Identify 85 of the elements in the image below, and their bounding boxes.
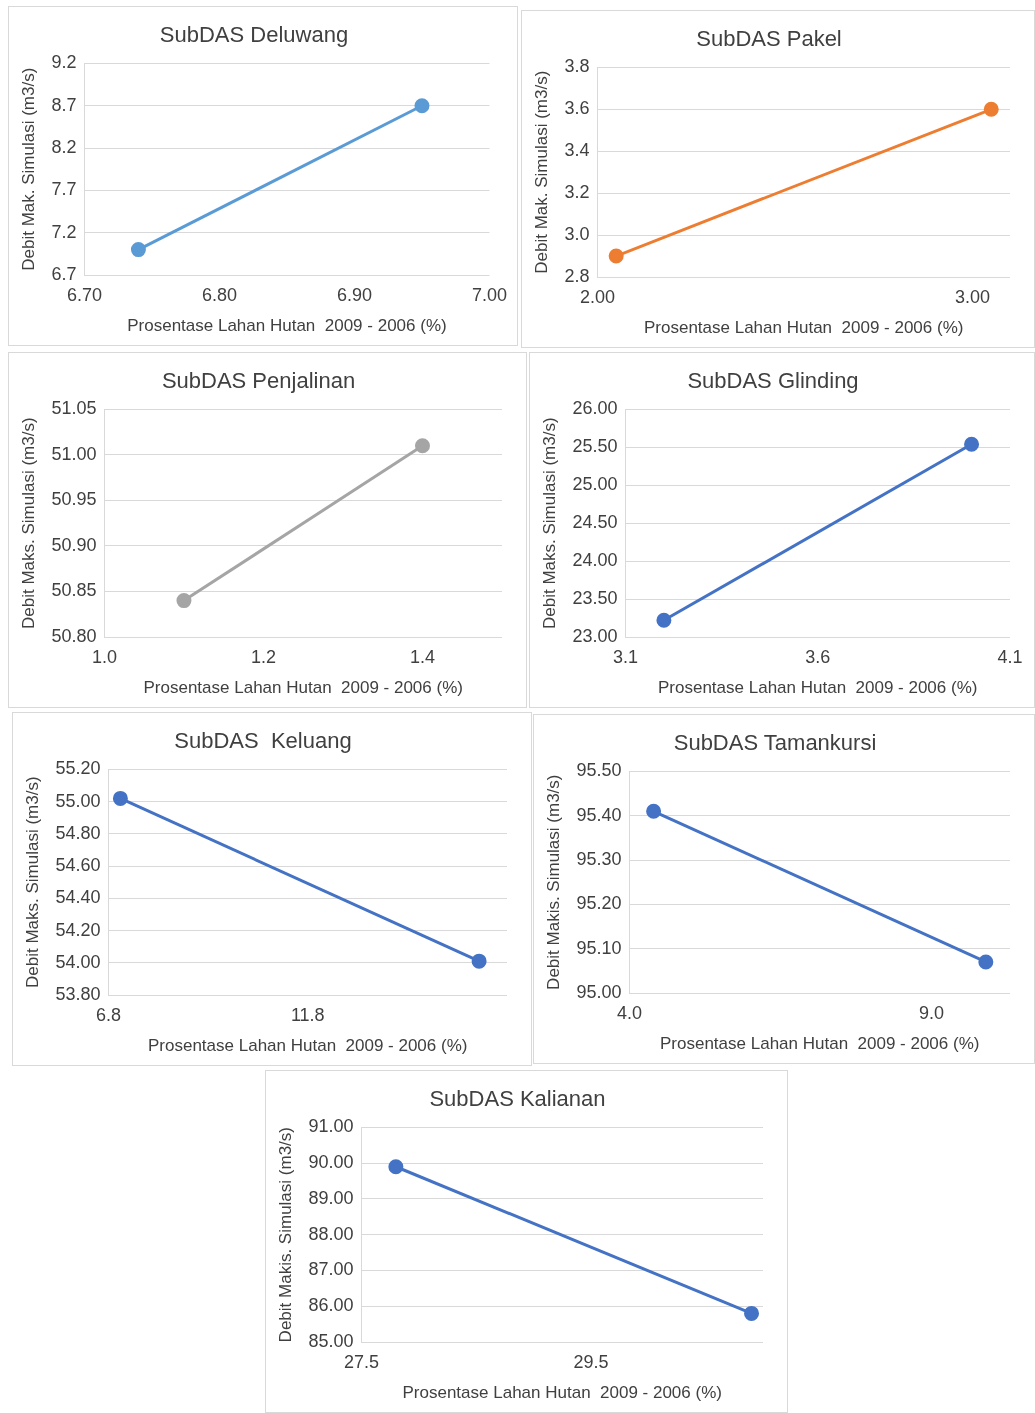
chart-title: SubDAS Pakel	[696, 26, 842, 52]
x-tick-label: 4.1	[997, 646, 1023, 667]
y-tick-label: 95.30	[576, 849, 622, 870]
y-tick-label: 7.2	[51, 221, 77, 242]
y-tick-label: 54.60	[55, 855, 101, 876]
y-tick-label: 23.00	[572, 625, 618, 646]
chart-title: SubDAS Glinding	[687, 368, 859, 394]
y-axis-title: Debit Mak. Simulasi (m3/s)	[18, 67, 38, 271]
y-tick-label: 23.50	[572, 588, 618, 609]
x-tick-label: 1.2	[250, 646, 276, 667]
y-tick-label: 3.2	[564, 182, 590, 203]
y-axis-title: Debit Mak. Simulasi (m3/s)	[531, 70, 551, 274]
y-axis-title: Debit Maks. Simulasi (m3/s)	[539, 417, 559, 629]
y-axis-title: Debit Makis. Simulasi (m3/s)	[543, 774, 563, 990]
x-tick-label: 4.0	[616, 1002, 642, 1023]
y-tick-label: 3.0	[564, 224, 590, 245]
chart-title: SubDAS Keluang	[174, 728, 352, 754]
y-tick-label: 91.00	[308, 1116, 354, 1137]
y-tick-label: 90.00	[308, 1152, 354, 1173]
y-tick-label: 3.6	[564, 98, 590, 119]
y-tick-label: 51.00	[51, 443, 97, 464]
x-axis-title: Prosentase Lahan Hutan 2009 - 2006 (%)	[148, 1036, 468, 1056]
y-tick-label: 9.2	[51, 52, 77, 73]
y-tick-label: 25.50	[572, 436, 618, 457]
x-tick-label: 2.00	[579, 286, 615, 307]
y-tick-label: 55.00	[55, 790, 101, 811]
x-axis-title: Prosentase Lahan Hutan 2009 - 2006 (%)	[658, 678, 978, 698]
x-tick-label: 3.1	[612, 646, 638, 667]
y-tick-label: 24.00	[572, 550, 618, 571]
y-tick-label: 54.00	[55, 951, 101, 972]
y-tick-label: 8.2	[51, 137, 77, 158]
x-tick-label: 1.4	[409, 646, 435, 667]
chart-title: SubDAS Tamankursi	[673, 730, 877, 756]
y-axis-title: Debit Makis. Simulasi (m3/s)	[275, 1127, 295, 1343]
y-tick-label: 95.20	[576, 893, 622, 914]
y-tick-label: 3.4	[564, 140, 590, 161]
x-tick-label: 9.0	[918, 1002, 944, 1023]
y-tick-label: 8.7	[51, 94, 77, 115]
x-axis-title: Prosentase Lahan Hutan 2009 - 2006 (%)	[143, 678, 463, 698]
y-tick-label: 86.00	[308, 1295, 354, 1316]
y-tick-label: 85.00	[308, 1330, 354, 1351]
y-axis-title: Debit Maks. Simulasi (m3/s)	[18, 417, 38, 629]
y-tick-label: 89.00	[308, 1187, 354, 1208]
y-tick-label: 3.8	[564, 56, 590, 77]
y-tick-label: 54.80	[55, 822, 101, 843]
x-tick-label: 27.5	[343, 1351, 379, 1372]
x-tick-label: 29.5	[573, 1351, 609, 1372]
y-tick-label: 87.00	[308, 1259, 354, 1280]
y-tick-label: 50.80	[51, 625, 97, 646]
y-tick-label: 24.50	[572, 512, 618, 533]
x-tick-label: 11.8	[290, 1004, 325, 1025]
chart-title: SubDAS Penjalinan	[161, 368, 356, 394]
x-tick-label: 6.8	[95, 1004, 121, 1025]
y-tick-label: 25.00	[572, 474, 618, 495]
chart-title: SubDAS Kalianan	[429, 1086, 606, 1112]
y-tick-label: 95.10	[576, 937, 622, 958]
y-tick-label: 50.85	[51, 580, 97, 601]
y-tick-label: 95.00	[576, 981, 622, 1002]
y-tick-label: 54.40	[55, 887, 101, 908]
y-tick-label: 50.90	[51, 534, 97, 555]
y-tick-label: 95.40	[576, 804, 622, 825]
x-tick-label: 6.80	[201, 284, 237, 305]
x-tick-label: 6.70	[66, 284, 102, 305]
y-tick-label: 6.7	[51, 263, 77, 284]
x-axis-title: Prosentase Lahan Hutan 2009 - 2006 (%)	[127, 316, 447, 336]
y-tick-label: 26.00	[572, 398, 618, 419]
y-tick-label: 53.80	[55, 983, 101, 1004]
x-tick-label: 1.0	[91, 646, 117, 667]
x-axis-title: Prosentase Lahan Hutan 2009 - 2006 (%)	[643, 318, 964, 338]
y-tick-label: 51.05	[51, 398, 97, 419]
x-axis-title: Prosentase Lahan Hutan 2009 - 2006 (%)	[660, 1034, 980, 1054]
x-axis-title: Prosentase Lahan Hutan 2009 - 2006 (%)	[402, 1383, 722, 1403]
y-tick-label: 50.95	[51, 489, 97, 510]
y-tick-label: 7.7	[51, 179, 77, 200]
y-tick-label: 2.8	[564, 265, 590, 286]
y-tick-label: 88.00	[308, 1223, 354, 1244]
y-tick-label: 54.20	[55, 919, 101, 940]
x-tick-label: 3.00	[954, 286, 991, 307]
chart-title: SubDAS Deluwang	[159, 22, 349, 48]
x-tick-label: 6.90	[336, 284, 372, 305]
x-tick-label: 7.00	[471, 284, 508, 305]
x-tick-label: 3.6	[805, 646, 831, 667]
y-tick-label: 55.20	[55, 758, 101, 779]
y-tick-label: 95.50	[576, 760, 622, 781]
y-axis-title: Debit Maks. Simulasi (m3/s)	[22, 776, 42, 988]
